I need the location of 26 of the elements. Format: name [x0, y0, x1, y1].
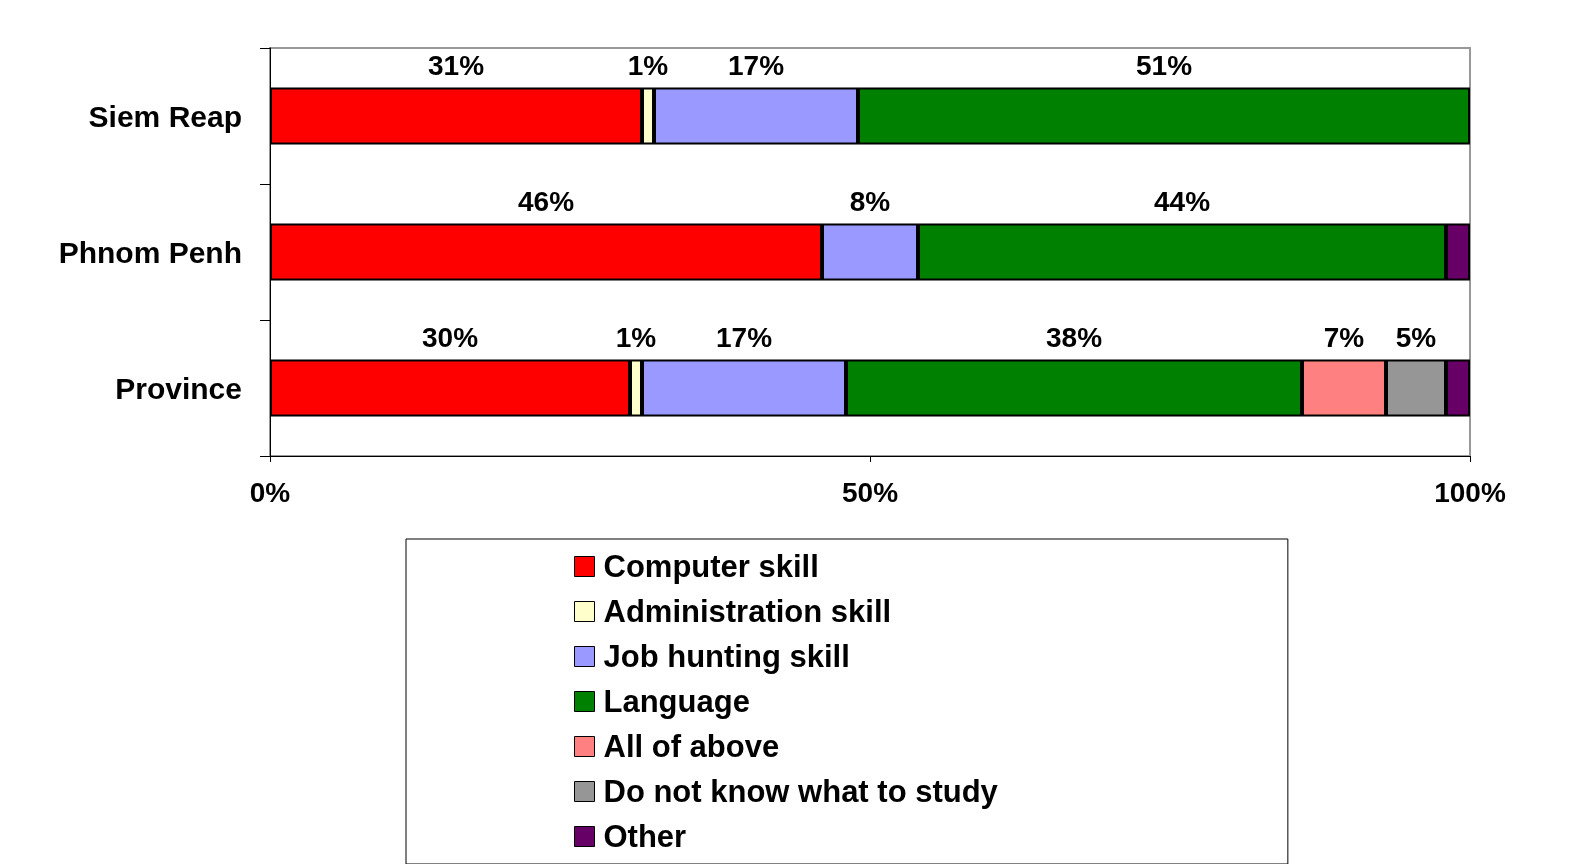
x-tick-label: 0%	[249, 476, 291, 508]
legend-label: Do not know what to study	[603, 774, 999, 809]
y-tick-label: Province	[115, 371, 242, 405]
x-tick-label: 50%	[841, 476, 899, 508]
data-label: 17%	[727, 49, 785, 81]
legend-label: Administration skill	[603, 594, 892, 629]
legend-label: Computer skill	[603, 549, 819, 584]
data-label: 38%	[1045, 321, 1103, 353]
y-tick-label: Phnom Penh	[58, 235, 242, 269]
legend-label: Language	[603, 684, 750, 719]
data-label: 46%	[517, 185, 575, 217]
data-label: 1%	[615, 321, 657, 353]
y-tick-label: Siem Reap	[88, 99, 242, 133]
data-label: 51%	[1135, 49, 1193, 81]
data-label: 1%	[627, 49, 669, 81]
x-tick-label: 100%	[1434, 476, 1506, 508]
data-label: 8%	[849, 185, 891, 217]
data-label: 17%	[715, 321, 773, 353]
data-label: 31%	[427, 49, 485, 81]
legend-label: Other	[603, 819, 687, 854]
legend-label: Job hunting skill	[603, 639, 850, 674]
data-label: 30%	[421, 321, 479, 353]
data-label: 7%	[1323, 321, 1365, 353]
legend-label: All of above	[603, 729, 780, 764]
data-label: 5%	[1395, 321, 1437, 353]
data-label: 44%	[1153, 185, 1211, 217]
